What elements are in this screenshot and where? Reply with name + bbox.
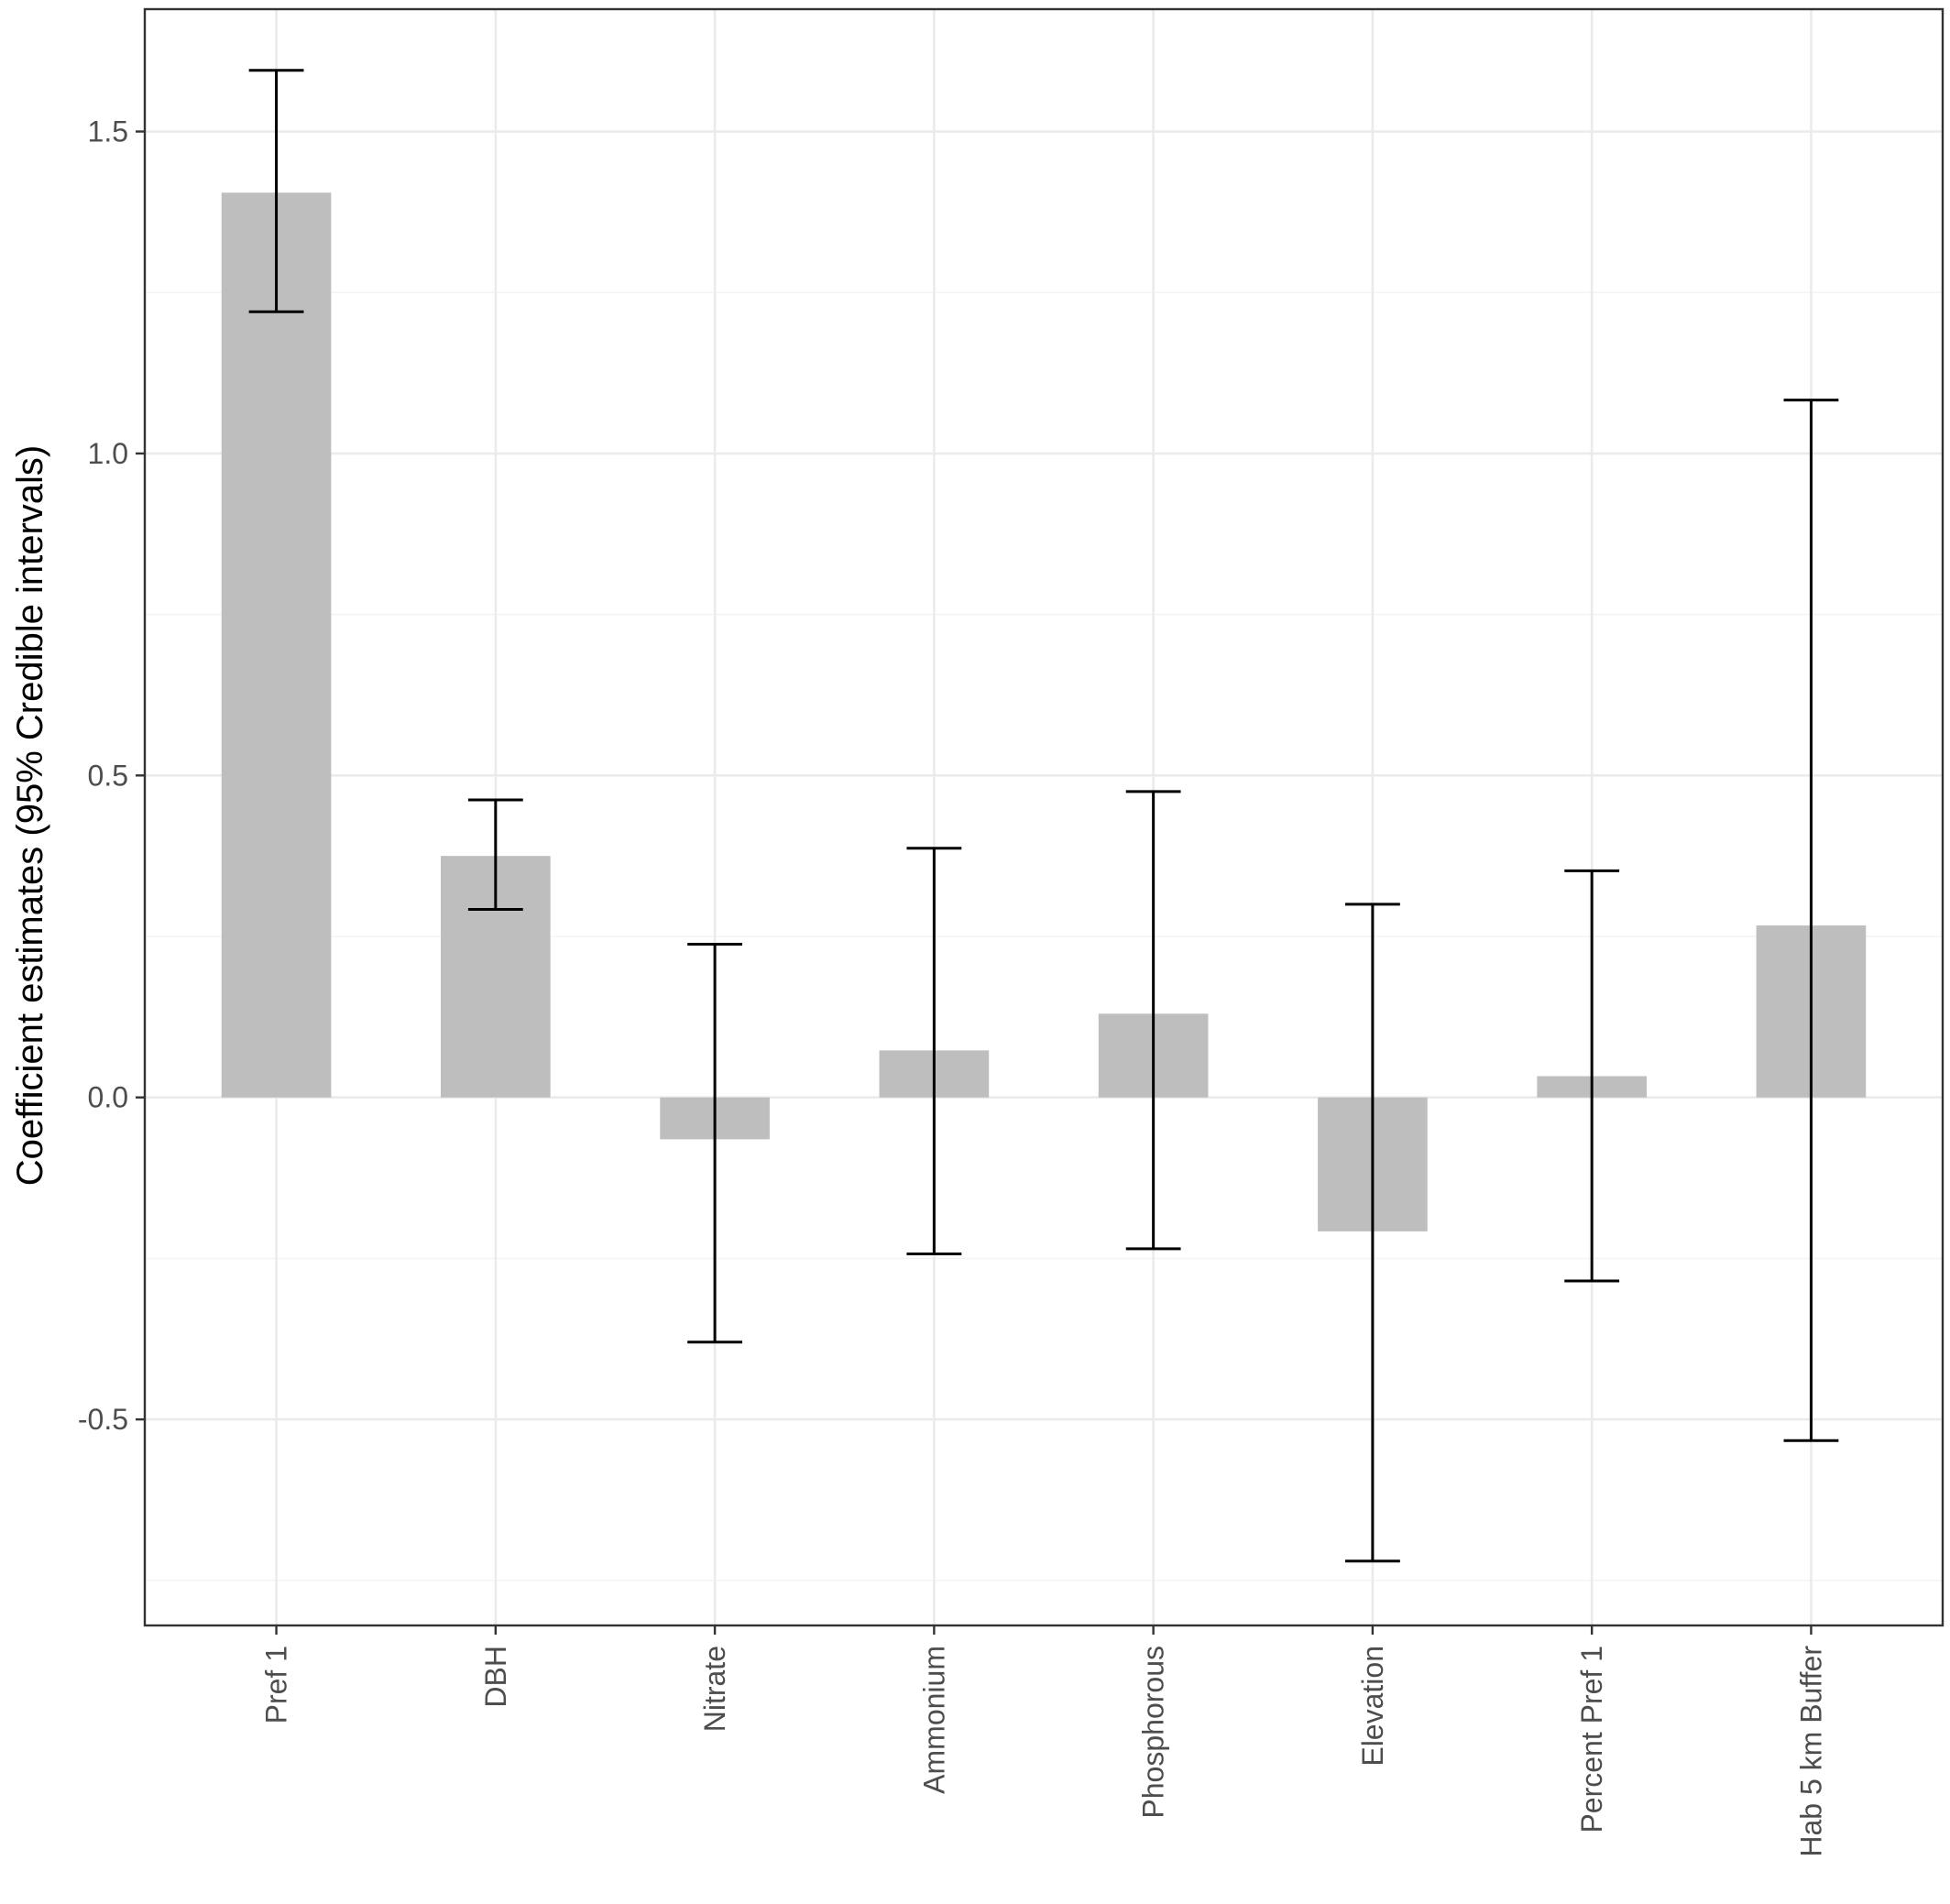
error-bar-pref-1 <box>248 69 304 313</box>
minor-gridlines <box>145 291 1943 1581</box>
bars <box>221 192 1867 1231</box>
error-bar-phosphorous <box>1125 790 1181 1251</box>
y-tick-label: 1.0 <box>88 437 128 470</box>
x-tick-label: DBH <box>479 1646 512 1708</box>
error-bar-dbh <box>467 798 523 911</box>
y-tick-label: -0.5 <box>78 1403 128 1436</box>
error-bar-nitrate <box>687 942 743 1344</box>
x-tick-label: Hab 5 km Buffer <box>1794 1646 1827 1857</box>
bar-pref-1 <box>221 192 332 1098</box>
x-tick-label: Percent Pref 1 <box>1575 1646 1608 1833</box>
y-tick-label: 0.5 <box>88 759 128 792</box>
y-tick-label: 1.5 <box>88 115 128 148</box>
error-bar-percent-pref-1 <box>1564 869 1620 1283</box>
y-axis-title: Coefficient estimates (95% Credible inte… <box>10 445 50 1187</box>
error-bar-elevation <box>1344 903 1400 1563</box>
panel-border <box>143 7 1945 1627</box>
y-axis: -0.5 0.0 0.5 1.0 1.5 <box>78 115 145 1436</box>
major-gridlines <box>145 9 1943 1625</box>
x-tick-label: Phosphorous <box>1137 1646 1170 1819</box>
x-tick-label: Ammonium <box>917 1646 950 1794</box>
x-tick-label: Nitrate <box>698 1646 731 1732</box>
y-tick-label: 0.0 <box>88 1081 128 1114</box>
error-bar-hab-5-km-buffer <box>1783 399 1839 1442</box>
x-tick-label: Elevation <box>1356 1646 1389 1767</box>
error-bar-ammonium <box>906 847 962 1255</box>
x-axis: Pref 1 DBH Nitrate Ammonium Phosphorous Eleva… <box>260 1625 1827 1857</box>
x-tick-label: Pref 1 <box>260 1646 293 1723</box>
error-bars <box>248 69 1839 1563</box>
